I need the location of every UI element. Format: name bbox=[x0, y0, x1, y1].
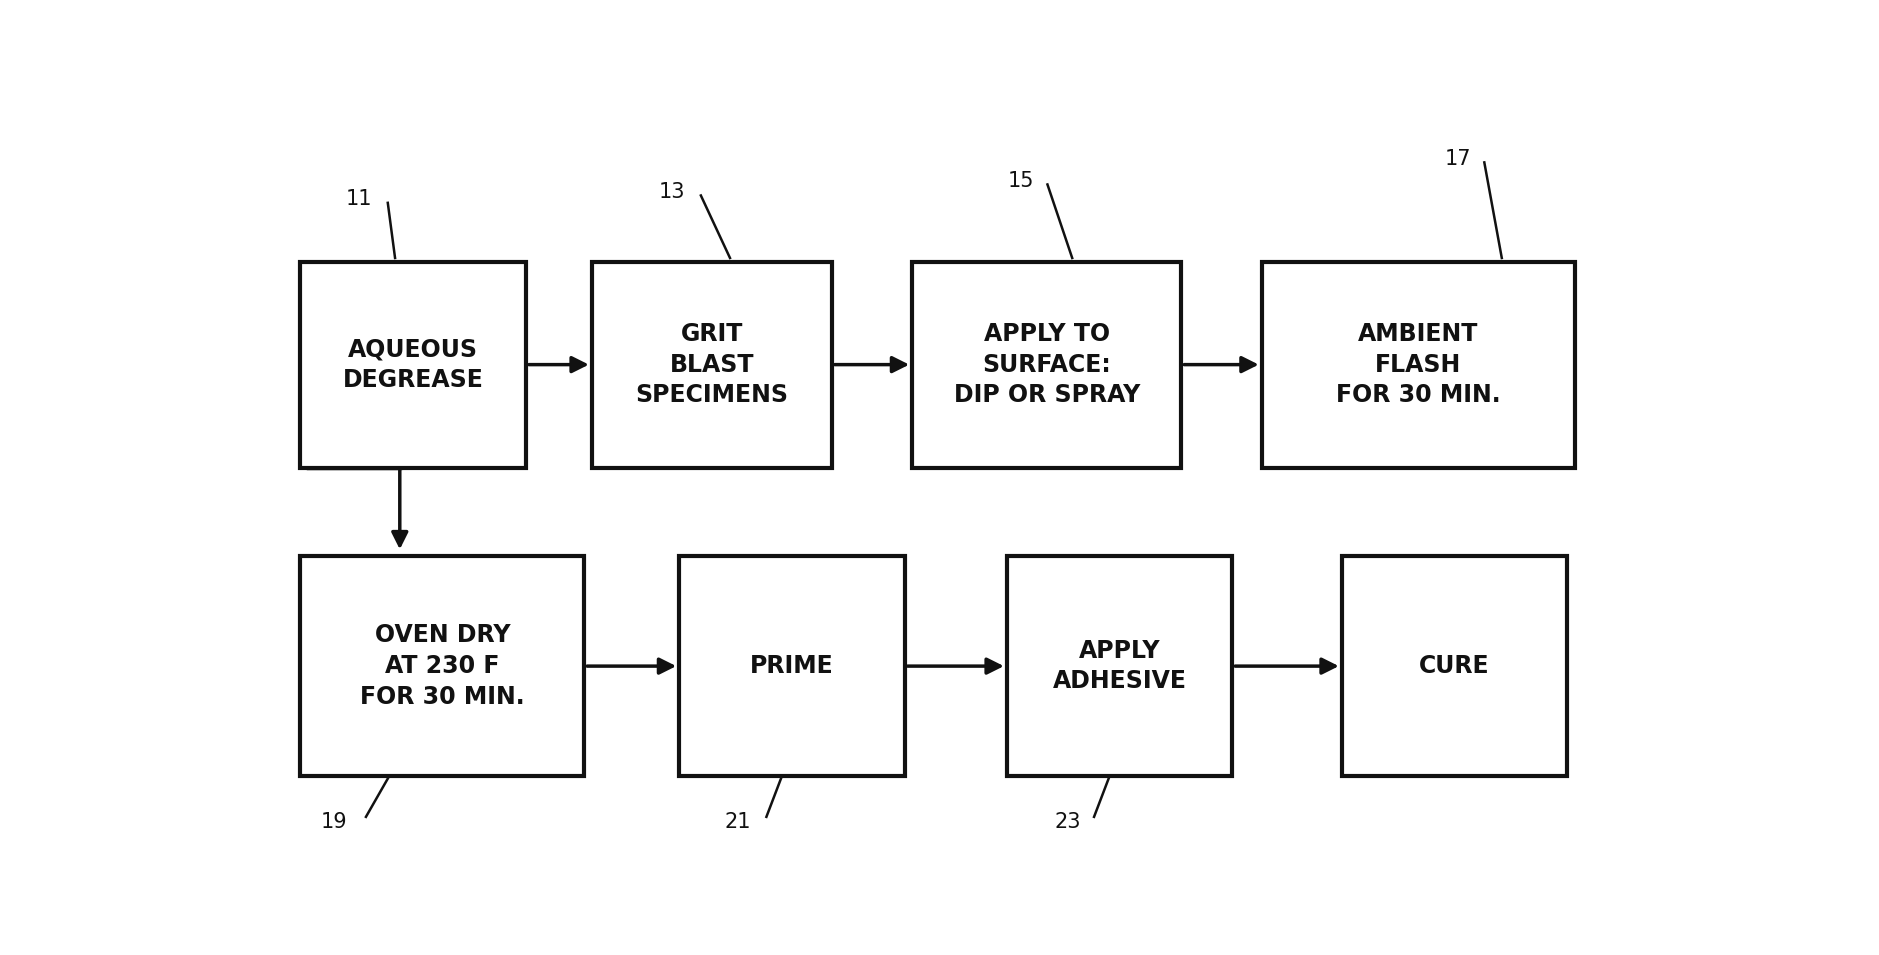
Text: CURE: CURE bbox=[1419, 654, 1490, 678]
Text: APPLY TO
SURFACE:
DIP OR SPRAY: APPLY TO SURFACE: DIP OR SPRAY bbox=[953, 322, 1141, 407]
Text: 15: 15 bbox=[1007, 171, 1035, 191]
FancyBboxPatch shape bbox=[1007, 556, 1233, 776]
FancyBboxPatch shape bbox=[592, 262, 832, 468]
Text: GRIT
BLAST
SPECIMENS: GRIT BLAST SPECIMENS bbox=[635, 322, 789, 407]
FancyBboxPatch shape bbox=[301, 262, 526, 468]
Text: OVEN DRY
AT 230 F
FOR 30 MIN.: OVEN DRY AT 230 F FOR 30 MIN. bbox=[361, 624, 524, 709]
FancyBboxPatch shape bbox=[911, 262, 1182, 468]
Text: AMBIENT
FLASH
FOR 30 MIN.: AMBIENT FLASH FOR 30 MIN. bbox=[1336, 322, 1499, 407]
Text: 17: 17 bbox=[1445, 149, 1471, 169]
FancyBboxPatch shape bbox=[1261, 262, 1575, 468]
FancyBboxPatch shape bbox=[1342, 556, 1567, 776]
Text: 13: 13 bbox=[658, 181, 686, 202]
Text: PRIME: PRIME bbox=[750, 654, 834, 678]
Text: APPLY
ADHESIVE: APPLY ADHESIVE bbox=[1052, 639, 1186, 693]
FancyBboxPatch shape bbox=[678, 556, 906, 776]
Text: 11: 11 bbox=[346, 189, 372, 209]
Text: AQUEOUS
DEGREASE: AQUEOUS DEGREASE bbox=[342, 337, 483, 392]
FancyBboxPatch shape bbox=[301, 556, 584, 776]
Text: 23: 23 bbox=[1054, 812, 1080, 832]
Text: 19: 19 bbox=[321, 812, 348, 832]
Text: 21: 21 bbox=[723, 812, 750, 832]
